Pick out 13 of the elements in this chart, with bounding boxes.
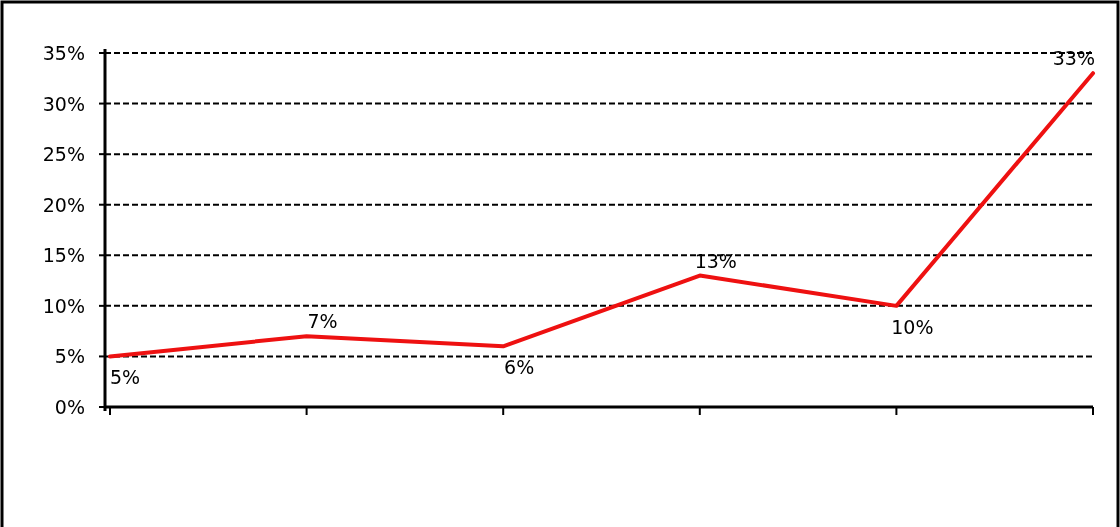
y-tick-label: 5% bbox=[54, 345, 85, 368]
line-series bbox=[108, 71, 1095, 359]
y-tick-label: 0% bbox=[54, 396, 85, 418]
y-tick-label: 10% bbox=[42, 294, 85, 317]
y-tick-label: 20% bbox=[42, 193, 85, 216]
y-tick-label: 30% bbox=[42, 92, 85, 115]
data-label: 6% bbox=[504, 356, 535, 379]
data-label: 10% bbox=[891, 315, 934, 338]
y-tick-label: 25% bbox=[42, 143, 85, 166]
y-tick-label: 15% bbox=[42, 244, 85, 267]
data-label: 5% bbox=[110, 366, 141, 389]
y-tick-label: 35% bbox=[42, 42, 85, 64]
data-label: 7% bbox=[307, 310, 338, 333]
